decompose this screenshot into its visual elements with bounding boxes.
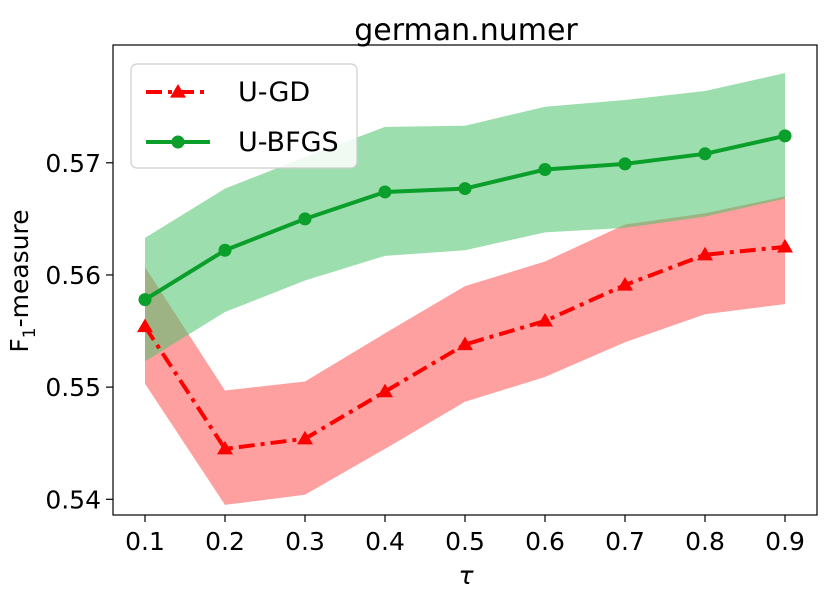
y-tick-labels: 0.54 0.55 0.56 0.57	[45, 149, 101, 515]
data-point-u-bfgs	[618, 157, 632, 171]
series-line-u-gd	[143, 244, 786, 451]
data-point-u-gd	[457, 336, 473, 351]
data-point-u-gd	[377, 383, 393, 398]
data-point-u-gd	[697, 246, 713, 261]
x-tick-label: 0.2	[205, 527, 245, 556]
x-tick-label: 0.5	[445, 527, 485, 556]
data-point-u-bfgs	[138, 293, 152, 307]
x-tick-label: 0.3	[285, 527, 325, 556]
y-axis-label: F1-measure	[5, 209, 40, 352]
legend-label: U-GD	[238, 77, 310, 108]
x-tick-label: 0.6	[525, 527, 565, 556]
data-point-u-gd	[777, 238, 793, 253]
data-point-u-bfgs	[538, 163, 552, 177]
legend-entry-u-gd: U-GD	[146, 77, 310, 108]
data-point-u-gd	[617, 277, 633, 291]
y-tick-label: 0.55	[45, 373, 101, 402]
x-axis-label: τ	[458, 561, 474, 590]
data-point-u-bfgs	[458, 182, 472, 196]
data-point-u-bfgs	[298, 212, 312, 226]
x-tick-label: 0.7	[605, 527, 645, 556]
data-point-u-gd	[217, 440, 233, 455]
x-tick-labels: 0.1 0.2 0.3 0.4 0.5 0.6 0.7 0.8 0.9	[125, 527, 805, 556]
band-u-gd	[145, 196, 785, 505]
y-tick-label: 0.54	[45, 485, 101, 514]
data-point-u-gd	[137, 318, 153, 333]
y-tick-label: 0.57	[45, 149, 101, 178]
data-point-u-gd	[297, 430, 313, 445]
axis-ticks	[106, 162, 786, 522]
data-point-u-bfgs	[698, 147, 712, 161]
data-point-u-bfgs	[778, 129, 792, 143]
data-point-u-bfgs	[378, 185, 392, 199]
x-tick-label: 0.9	[765, 527, 805, 556]
confidence-bands	[145, 73, 785, 505]
plot-area-frame	[112, 44, 818, 516]
band-u-bfgs	[145, 73, 785, 362]
legend-label: U-BFGS	[238, 127, 339, 158]
x-tick-label: 0.8	[685, 527, 725, 556]
y-tick-label: 0.56	[45, 261, 101, 290]
legend-marker	[171, 135, 185, 149]
legend: U-GD U-BFGS	[130, 63, 358, 169]
data-point-u-bfgs	[218, 243, 232, 257]
x-tick-label: 0.1	[125, 527, 165, 556]
data-point-u-gd	[537, 312, 553, 327]
series-markers	[137, 129, 793, 455]
x-tick-label: 0.4	[365, 527, 405, 556]
legend-entry-u-bfgs: U-BFGS	[146, 127, 339, 158]
chart-title: german.numer	[354, 13, 578, 48]
legend-marker	[170, 84, 186, 98]
